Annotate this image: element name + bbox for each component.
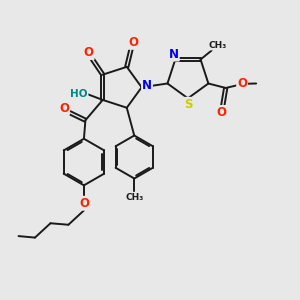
Text: O: O (216, 106, 226, 119)
Text: O: O (59, 102, 69, 115)
Text: N: N (169, 48, 179, 61)
Text: O: O (84, 46, 94, 59)
Text: O: O (79, 197, 89, 210)
Text: CH₃: CH₃ (208, 40, 227, 50)
Text: N: N (142, 79, 152, 92)
Text: HO: HO (70, 89, 88, 99)
Text: O: O (237, 77, 247, 90)
Text: O: O (129, 36, 139, 49)
Text: S: S (184, 98, 193, 111)
Text: CH₃: CH₃ (125, 193, 143, 202)
